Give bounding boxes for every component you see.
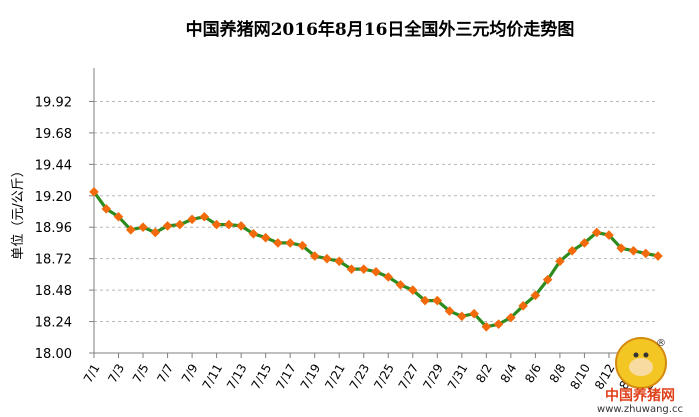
data-point (542, 274, 553, 285)
y-axis-ticks: 18.00 18.24 18.48 18.72 18.96 19.20 19.44 19.68… (35, 95, 72, 362)
data-point (309, 251, 320, 261)
data-point (395, 280, 406, 290)
data-point (322, 253, 332, 264)
y-axis-label: 单位（元/公斤） (11, 164, 26, 259)
x-tick-label: 7/17 (273, 362, 299, 392)
data-point (567, 246, 577, 256)
x-tick-label: 8/8 (547, 362, 569, 386)
x-axis-ticks: 7/1 7/3 7/5 7/7 7/97/117/137/157/177/197/217… (81, 362, 667, 392)
series-line (92, 190, 659, 329)
data-point (481, 321, 492, 332)
data-point (493, 319, 504, 329)
chart-title: 中国养猪网2016年8月16日全国外三元均价走势图 (186, 19, 575, 40)
data-point (591, 227, 602, 238)
data-point (604, 230, 614, 240)
data-point (640, 248, 651, 259)
logo-text: 中国养猪网 (605, 387, 675, 404)
x-tick-label: 7/1 (81, 362, 103, 386)
y-tick-label: 19.20 (35, 190, 72, 205)
data-point (150, 227, 161, 238)
data-point (260, 232, 271, 243)
pig-eye-left-icon (633, 352, 639, 358)
data-point (187, 214, 197, 225)
data-point (138, 222, 148, 233)
data-point (383, 272, 394, 282)
y-tick-label: 19.44 (35, 158, 72, 173)
pig-eye-right-icon (643, 352, 649, 358)
data-point (518, 301, 528, 311)
data-point (653, 251, 663, 261)
data-point (371, 266, 381, 277)
data-point (162, 221, 173, 231)
x-tick-label: 7/13 (224, 362, 250, 392)
data-point (285, 238, 295, 248)
data-point (628, 246, 639, 256)
x-tick-label: 7/31 (445, 362, 471, 392)
x-tick-label: 7/7 (154, 362, 176, 386)
y-tick-label: 18.72 (35, 253, 72, 268)
data-point (555, 256, 565, 267)
y-tick-label: 18.96 (35, 221, 72, 236)
data-point (334, 256, 345, 267)
data-point (616, 243, 627, 253)
pig-snout-icon (629, 358, 653, 376)
data-point (358, 264, 369, 274)
x-tick-label: 7/23 (347, 362, 373, 392)
data-point (101, 204, 112, 214)
x-tick-label: 7/27 (396, 362, 422, 392)
watermark-logo: ® 中国养猪网 www.zhuwang.cc (597, 337, 683, 415)
data-point (273, 238, 283, 248)
data-point (407, 285, 418, 295)
x-tick-label: 7/9 (179, 362, 201, 386)
x-tick-label: 7/25 (371, 362, 397, 392)
x-tick-label: 7/29 (420, 362, 446, 392)
data-point (297, 240, 308, 251)
data-point (199, 211, 210, 222)
data-point (224, 219, 234, 230)
logo-url: www.zhuwang.cc (597, 404, 683, 415)
data-point (346, 264, 357, 274)
data-point (444, 306, 455, 316)
data-point (579, 238, 590, 248)
data-point (236, 221, 246, 231)
data-point (530, 290, 541, 301)
data-point (469, 308, 479, 319)
x-tick-label: 8/4 (498, 362, 520, 386)
registered-mark: ® (656, 338, 666, 349)
data-point (248, 228, 259, 239)
y-tick-label: 18.00 (35, 347, 72, 362)
x-tick-label: 8/6 (522, 362, 544, 386)
y-tick-label: 19.68 (35, 127, 72, 142)
grid-lines (94, 100, 658, 323)
series-price (89, 187, 663, 332)
x-tick-label: 7/3 (105, 362, 127, 386)
x-tick-label: 7/5 (130, 362, 152, 386)
y-tick-label: 18.48 (35, 284, 72, 299)
x-tick-label: 7/21 (322, 362, 348, 392)
x-tick-label: 8/2 (473, 362, 495, 386)
data-point (125, 225, 136, 235)
axes (89, 68, 659, 358)
x-tick-label: 7/15 (249, 362, 275, 392)
x-tick-label: 7/11 (200, 362, 226, 392)
x-tick-label: 7/19 (298, 362, 324, 392)
data-point (89, 187, 99, 197)
data-point (211, 219, 222, 230)
data-point (175, 219, 185, 230)
x-tick-label: 8/10 (567, 362, 593, 392)
y-tick-label: 19.92 (35, 95, 72, 110)
data-point (432, 295, 443, 306)
data-point (457, 311, 467, 322)
data-point (506, 312, 516, 323)
data-point (113, 211, 124, 222)
y-tick-label: 18.24 (35, 316, 72, 331)
data-point (420, 295, 430, 306)
